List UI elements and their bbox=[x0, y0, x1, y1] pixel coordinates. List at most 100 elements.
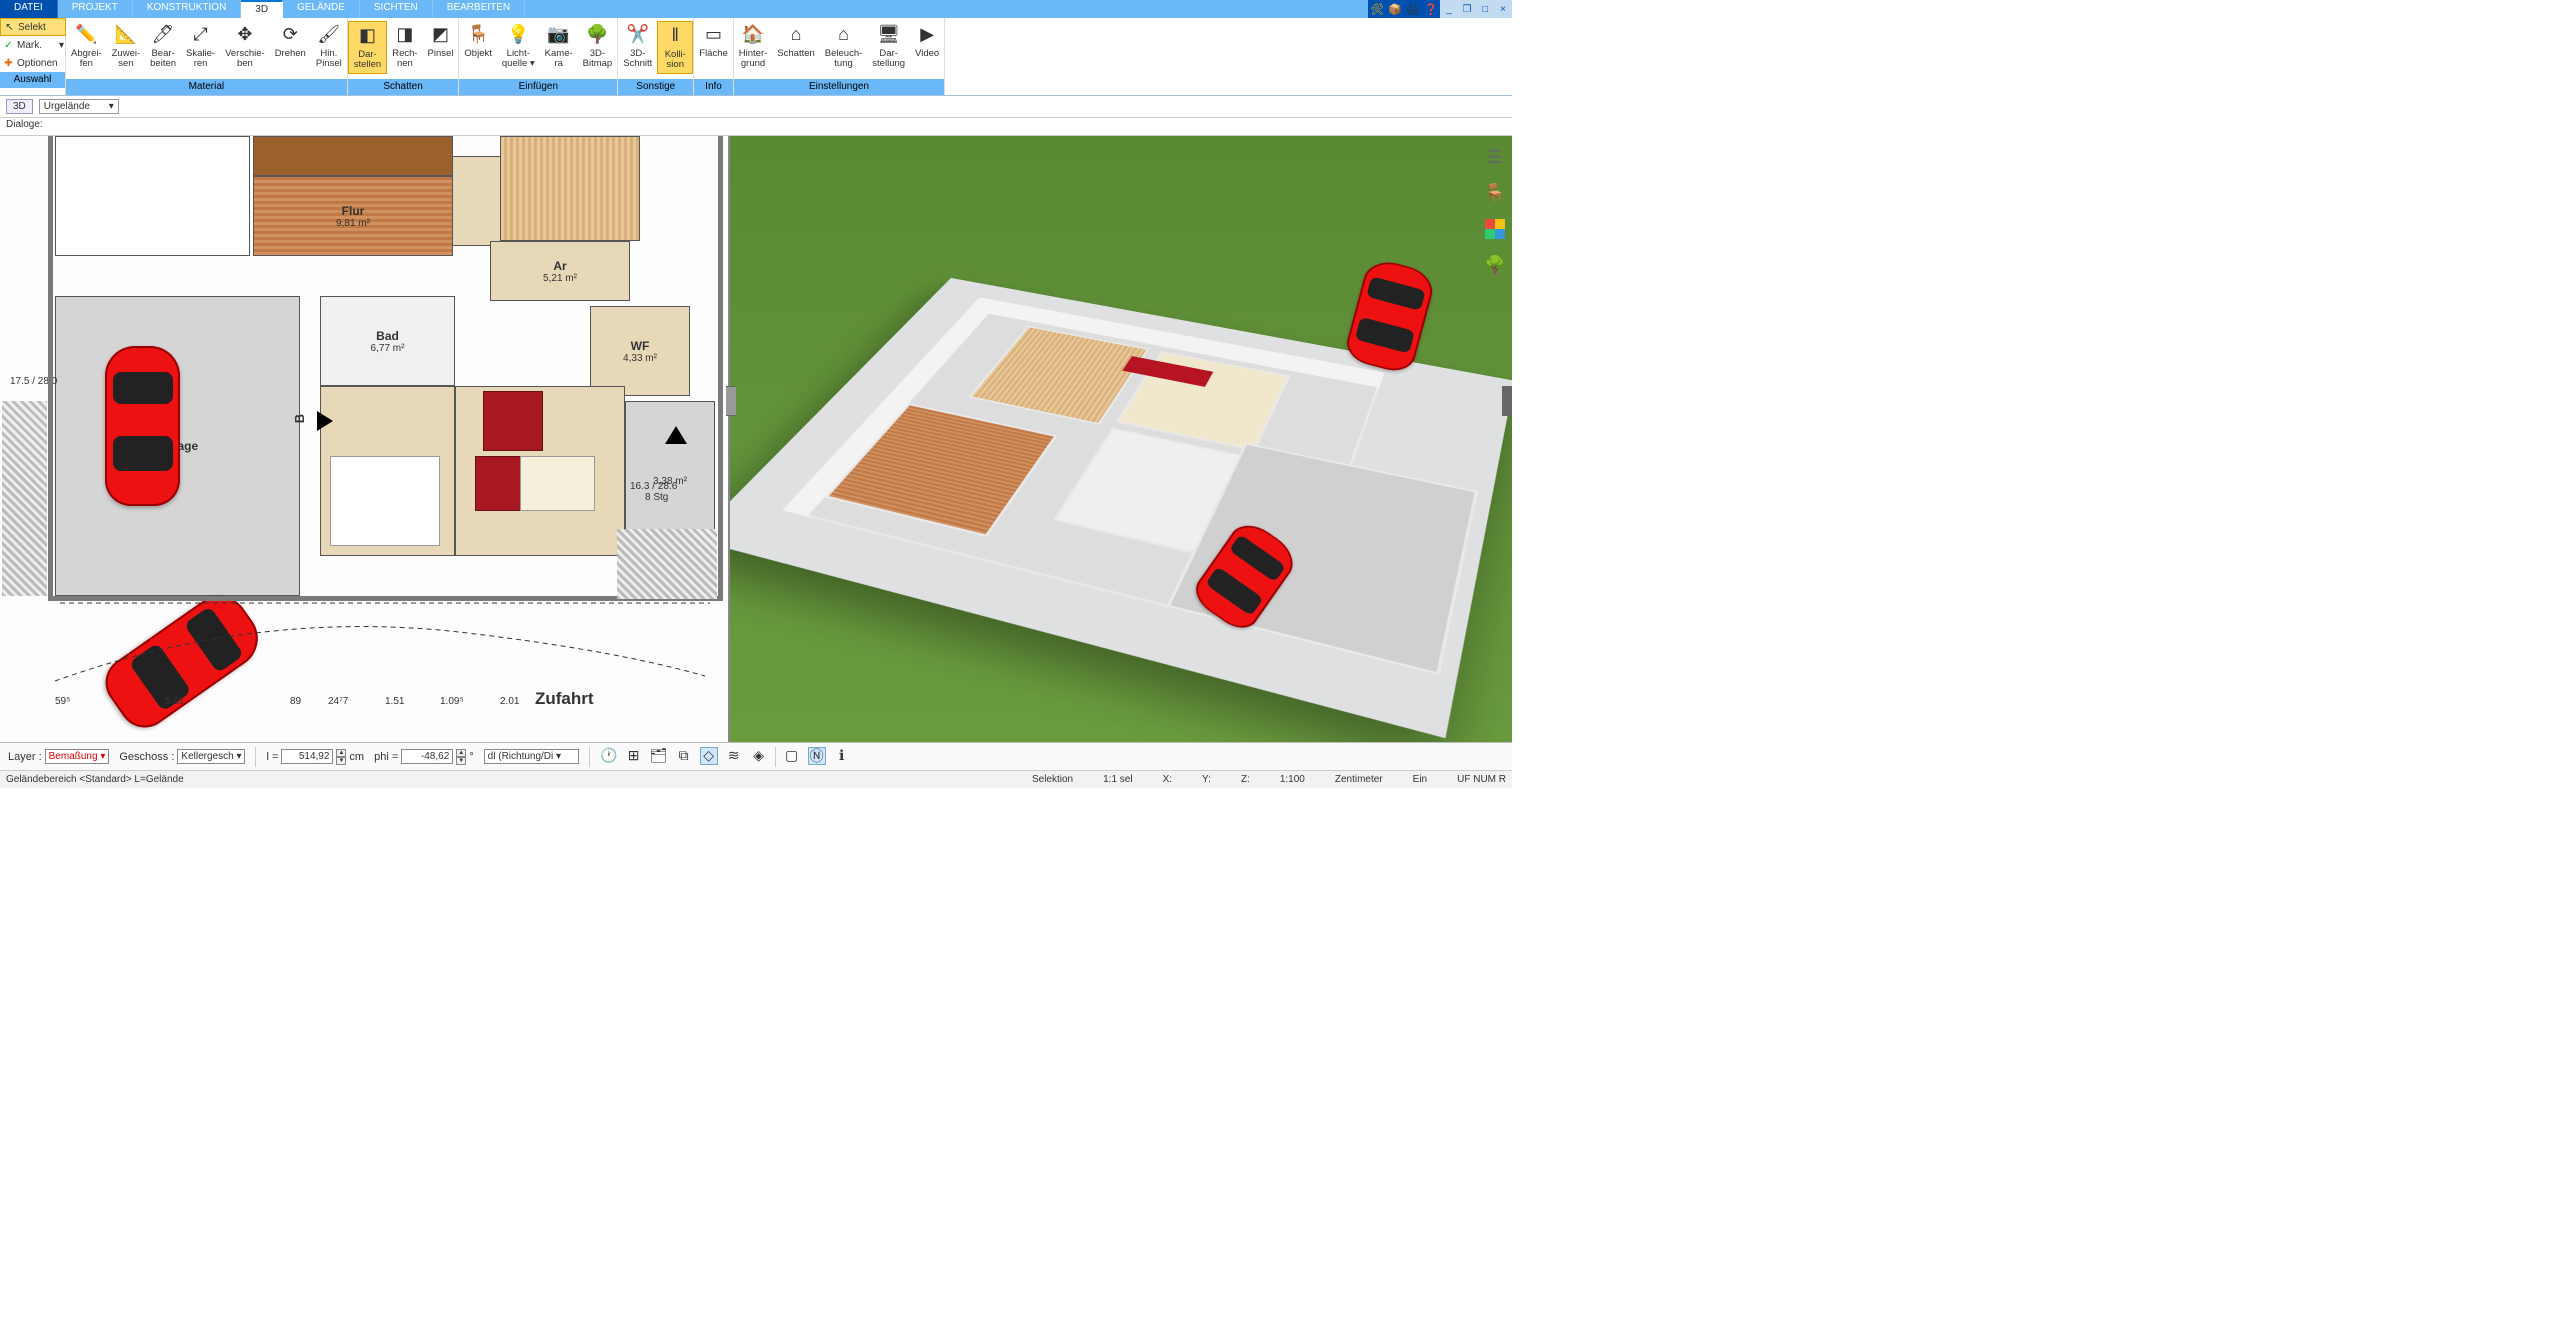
dimension-label: 59⁵ bbox=[55, 696, 70, 707]
zuweisen-icon: 📐 bbox=[114, 23, 138, 47]
box1-icon[interactable]: ▢ bbox=[783, 747, 801, 765]
room-flur[interactable]: Flur9,81 m² bbox=[253, 176, 453, 256]
status-x: X: bbox=[1163, 774, 1172, 785]
darstellung-icon: 🖥 bbox=[877, 23, 901, 47]
colors-icon[interactable] bbox=[1484, 218, 1506, 240]
status-z: Z: bbox=[1241, 774, 1250, 785]
menu-tab-bearbeiten[interactable]: BEARBEITEN bbox=[433, 0, 525, 18]
room-ar[interactable]: Ar5,21 m² bbox=[490, 241, 630, 301]
menu-tab-sichten[interactable]: SICHTEN bbox=[360, 0, 433, 18]
ribbon-group-einstellungen: Einstellungen bbox=[734, 79, 944, 95]
ribbon-verschieben[interactable]: ✥Verschie- ben bbox=[220, 21, 270, 72]
status-ein: Ein bbox=[1413, 774, 1427, 785]
select-tool[interactable]: ↖Selekt bbox=[0, 18, 66, 36]
mode-pill[interactable]: 3D bbox=[6, 99, 33, 114]
ribbon-kollision[interactable]: ‖Kolli- sion bbox=[657, 21, 693, 74]
ribbon-pinsel[interactable]: ◩Pinsel bbox=[423, 21, 459, 61]
car-2d-1[interactable] bbox=[95, 584, 269, 737]
menu-tab-projekt[interactable]: PROJEKT bbox=[58, 0, 133, 18]
dimension-label: 2.01 bbox=[500, 696, 519, 707]
ribbon-rechnen[interactable]: ◨Rech- nen bbox=[387, 21, 422, 72]
stack-icon[interactable]: 🗂 bbox=[650, 747, 668, 765]
ribbon-darstellen[interactable]: ◧Dar- stellen bbox=[348, 21, 387, 74]
ribbon-drehen[interactable]: ⟳Drehen bbox=[270, 21, 311, 61]
menu-tab-3d[interactable]: 3D bbox=[241, 0, 283, 18]
status-y: Y: bbox=[1202, 774, 1211, 785]
main-area: Trh.6,42 m²Flur9,81 m²Ar5,21 m²Bad6,77 m… bbox=[0, 136, 1512, 742]
minimize-button[interactable]: _ bbox=[1440, 0, 1458, 18]
skalieren-icon: ⤢ bbox=[189, 23, 213, 47]
ortho-icon[interactable]: ◇ bbox=[700, 747, 718, 765]
dialoge-bar: Dialoge: bbox=[0, 118, 1512, 136]
car-2d-0[interactable] bbox=[105, 346, 180, 506]
help-icon[interactable]: ❓ bbox=[1422, 0, 1440, 18]
rechnen-icon: ◨ bbox=[393, 23, 417, 47]
ribbon-darstellung[interactable]: 🖥Dar- stellung bbox=[867, 21, 910, 72]
length-input[interactable]: 514,92 bbox=[281, 749, 333, 764]
info-icon[interactable]: ℹ bbox=[833, 747, 851, 765]
ribbon-3d-schnitt[interactable]: ✂️3D- Schnitt bbox=[618, 21, 657, 72]
menu-tab-konstruktion[interactable]: KONSTRUKTION bbox=[133, 0, 241, 18]
mark-tool[interactable]: ✓Mark.▾ bbox=[0, 36, 66, 54]
print-icon[interactable]: 🖨 bbox=[1404, 0, 1422, 18]
kollision-icon: ‖ bbox=[663, 24, 687, 48]
maximize-button[interactable]: □ bbox=[1476, 0, 1494, 18]
terrain-dropdown[interactable]: Urgelände▾ bbox=[39, 99, 119, 114]
ribbon-schatten-set[interactable]: ⌂Schatten bbox=[772, 21, 820, 61]
bottom-icons: 🕐 ⊞ 🗂 ⧉ ◇ ≋ ◈ ▢ Ⓝ ℹ bbox=[600, 747, 851, 767]
ribbon-group-material: Material bbox=[66, 79, 347, 95]
copy-icon[interactable]: ⧉ bbox=[675, 747, 693, 765]
view-splitter[interactable] bbox=[726, 386, 736, 416]
zufahrt-label: Zufahrt bbox=[535, 689, 594, 709]
ribbon-bearbeiten[interactable]: 🖊Bear- beiten bbox=[145, 21, 181, 72]
ribbon-group-info: Info bbox=[694, 79, 733, 95]
ribbon-abgreifen[interactable]: ✏️Abgrei- fen bbox=[66, 21, 107, 72]
ribbon-skalieren[interactable]: ⤢Skalie- ren bbox=[181, 21, 220, 72]
right-edge-handle[interactable] bbox=[1502, 386, 1512, 416]
layers-icon[interactable]: ☰ bbox=[1484, 146, 1506, 168]
ribbon-flaeche[interactable]: ▭Fläche bbox=[694, 21, 733, 61]
menu-tab-gelände[interactable]: GELÄNDE bbox=[283, 0, 360, 18]
tool-icon[interactable]: 🛠 bbox=[1368, 0, 1386, 18]
ribbon-kamera[interactable]: 📷Kame- ra bbox=[540, 21, 578, 72]
dl-select[interactable]: dl (Richtung/Di ▾ bbox=[484, 749, 579, 764]
tree-icon[interactable]: 🌳 bbox=[1484, 254, 1506, 276]
ribbon-video[interactable]: ▶Video bbox=[910, 21, 944, 61]
grid-snap-icon[interactable]: ⊞ bbox=[625, 747, 643, 765]
abgreifen-icon: ✏️ bbox=[74, 23, 98, 47]
flaeche-icon: ▭ bbox=[702, 23, 726, 47]
layer-select[interactable]: Bemaßung ▾ bbox=[45, 749, 110, 764]
status-left: Geländebereich <Standard> L=Gelände bbox=[6, 774, 184, 785]
layers2-icon[interactable]: ≋ bbox=[725, 747, 743, 765]
clock-icon[interactable]: 🕐 bbox=[600, 747, 618, 765]
snap-icon[interactable]: ◈ bbox=[750, 747, 768, 765]
ribbon-zuweisen[interactable]: 📐Zuwei- sen bbox=[107, 21, 146, 72]
close-button[interactable]: × bbox=[1494, 0, 1512, 18]
ribbon-beleuchtung[interactable]: ⌂Beleuch- tung bbox=[820, 21, 868, 72]
geschoss-select[interactable]: Kellergesch ▾ bbox=[177, 749, 245, 764]
window-controls: 🛠 📦 🖨 ❓ _ ❐ □ × bbox=[1368, 0, 1512, 18]
ribbon-objekt[interactable]: 🪑Objekt bbox=[459, 21, 496, 61]
ribbon-hintergrund[interactable]: 🏠Hinter- grund bbox=[734, 21, 773, 72]
lichtquelle-icon: 💡 bbox=[506, 23, 530, 47]
status-selektion: Selektion bbox=[1032, 774, 1073, 785]
2d-floorplan-view[interactable]: Trh.6,42 m²Flur9,81 m²Ar5,21 m²Bad6,77 m… bbox=[0, 136, 730, 742]
ribbon-3d-bitmap[interactable]: 🌳3D- Bitmap bbox=[578, 21, 618, 72]
phi-spinner[interactable]: ▲▼ bbox=[456, 749, 466, 765]
furniture-icon[interactable]: 🪑 bbox=[1484, 182, 1506, 204]
ribbon-lichtquelle[interactable]: 💡Licht- quelle ▾ bbox=[497, 21, 540, 72]
3d-view[interactable] bbox=[730, 136, 1512, 742]
ribbon-hin-pinsel[interactable]: 🖌Hin. Pinsel bbox=[311, 21, 347, 72]
room-wf[interactable]: WF4,33 m² bbox=[590, 306, 690, 396]
menu-tab-datei[interactable]: DATEI bbox=[0, 0, 58, 18]
kamera-icon: 📷 bbox=[547, 23, 571, 47]
box-icon[interactable]: 📦 bbox=[1386, 0, 1404, 18]
selection-group-label: Auswahl bbox=[0, 72, 65, 88]
n-icon[interactable]: Ⓝ bbox=[808, 747, 826, 765]
options-tool[interactable]: ✚Optionen bbox=[0, 54, 66, 72]
phi-input[interactable]: -48,62 bbox=[401, 749, 453, 764]
room-bad[interactable]: Bad6,77 m² bbox=[320, 296, 455, 386]
restore-button[interactable]: ❐ bbox=[1458, 0, 1476, 18]
verschieben-icon: ✥ bbox=[233, 23, 257, 47]
length-spinner[interactable]: ▲▼ bbox=[336, 749, 346, 765]
